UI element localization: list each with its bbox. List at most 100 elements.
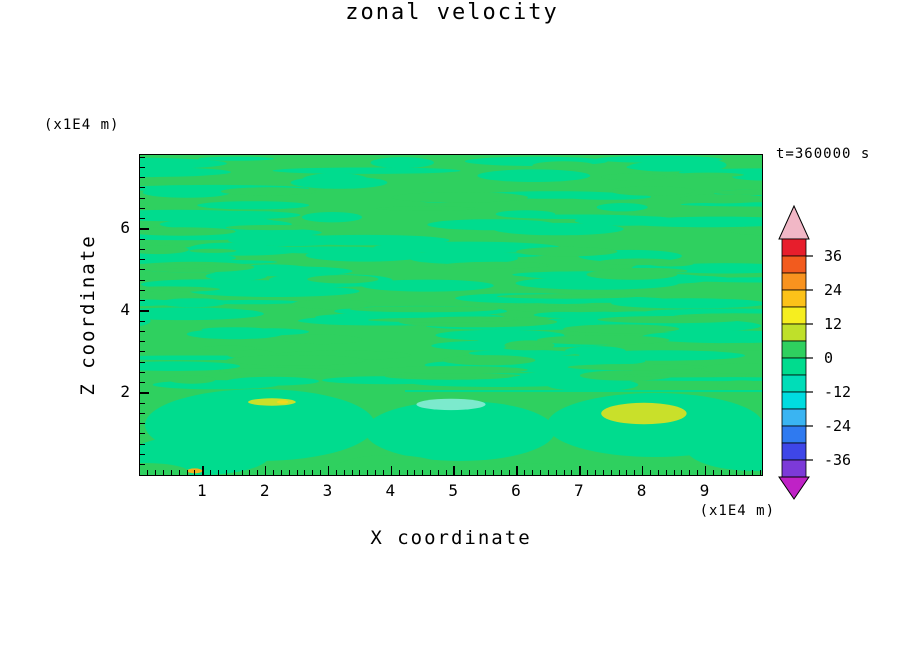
y-axis-units: (x1E4 m) xyxy=(44,117,120,133)
y-minor-tick xyxy=(140,177,145,179)
y-minor-tick xyxy=(140,269,145,271)
colorbar-label: 0 xyxy=(824,349,834,367)
lower-patch-positive xyxy=(490,463,570,475)
streak-positive xyxy=(610,186,695,196)
y-minor-tick xyxy=(140,289,145,291)
streak-negative xyxy=(176,245,302,256)
y-minor-tick xyxy=(140,248,145,250)
x-tick-label: 5 xyxy=(448,481,458,500)
streak-positive xyxy=(167,375,216,384)
y-minor-tick xyxy=(140,371,145,373)
y-minor-tick xyxy=(140,197,145,199)
streak-negative xyxy=(251,246,401,254)
x-minor-tick xyxy=(155,470,157,475)
streak-negative xyxy=(361,279,494,292)
x-minor-tick xyxy=(233,470,235,475)
y-minor-tick xyxy=(140,218,145,220)
x-minor-tick xyxy=(736,470,738,475)
x-minor-tick xyxy=(610,470,612,475)
plot-area xyxy=(139,154,763,476)
streak-positive xyxy=(601,173,667,181)
x-major-tick xyxy=(453,466,455,475)
streak-positive xyxy=(701,342,762,351)
streak-positive xyxy=(368,317,520,323)
streak-positive xyxy=(711,189,762,196)
streak-negative xyxy=(680,202,762,207)
colorbar-segment xyxy=(781,374,807,393)
y-minor-tick xyxy=(140,443,145,445)
streak-negative xyxy=(409,252,519,265)
x-minor-tick xyxy=(712,470,714,475)
streak-negative xyxy=(140,307,264,321)
x-minor-tick xyxy=(595,470,596,475)
x-minor-tick xyxy=(382,470,384,475)
streak-negative xyxy=(671,158,727,172)
streak-negative xyxy=(272,167,461,174)
streak-positive xyxy=(282,334,363,345)
y-minor-tick xyxy=(140,433,145,435)
streak-positive xyxy=(567,363,708,371)
x-minor-tick xyxy=(492,470,494,475)
streak-negative xyxy=(158,298,227,308)
streak-positive xyxy=(701,363,762,374)
streak-negative xyxy=(140,315,151,327)
streak-positive xyxy=(503,345,556,351)
streak-negative xyxy=(574,215,680,226)
x-minor-tick xyxy=(571,470,573,475)
x-minor-tick xyxy=(649,470,651,475)
y-minor-tick xyxy=(140,300,145,302)
streak-positive xyxy=(307,275,379,284)
streak-negative xyxy=(197,201,310,210)
x-minor-tick xyxy=(587,470,589,475)
x-minor-tick xyxy=(555,470,557,475)
streak-positive xyxy=(225,224,318,231)
x-minor-tick xyxy=(500,470,502,475)
streak-negative xyxy=(301,212,363,223)
y-minor-tick xyxy=(140,238,145,240)
streak-positive xyxy=(220,187,318,196)
streak-positive xyxy=(226,355,366,366)
x-minor-tick xyxy=(422,470,424,475)
y-tick-label: 6 xyxy=(120,217,130,237)
x-minor-tick xyxy=(445,470,447,475)
y-minor-tick xyxy=(140,423,145,425)
streak-positive xyxy=(378,366,528,374)
x-tick-label: 4 xyxy=(385,481,396,500)
x-major-tick xyxy=(704,466,707,475)
streak-positive xyxy=(349,306,499,313)
y-major-tick xyxy=(140,228,149,230)
y-major-tick xyxy=(140,392,149,394)
y-minor-tick xyxy=(140,156,145,158)
colorbar-segment xyxy=(781,272,807,291)
colorbar-segment xyxy=(781,408,807,427)
x-minor-tick xyxy=(414,470,416,475)
x-tick-label: 3 xyxy=(322,481,333,500)
y-minor-tick xyxy=(140,330,145,332)
lower-patch-negative xyxy=(140,435,270,475)
x-tick-label: 9 xyxy=(699,481,710,500)
x-minor-tick xyxy=(406,470,408,475)
x-minor-tick xyxy=(752,470,754,475)
streak-positive xyxy=(597,316,743,324)
x-minor-tick xyxy=(563,470,565,475)
x-tick-label: 8 xyxy=(636,481,647,500)
x-minor-tick xyxy=(351,470,353,475)
y-tick-label: 2 xyxy=(120,381,130,401)
y-minor-tick xyxy=(140,207,145,209)
x-minor-tick xyxy=(273,470,274,475)
colorbar-segment xyxy=(781,238,807,257)
y-minor-tick xyxy=(140,166,145,168)
streak-positive xyxy=(536,335,670,345)
colorbar-segment xyxy=(781,323,807,342)
x-minor-tick xyxy=(547,470,549,475)
colorbar-arrow-down xyxy=(778,476,810,500)
streak-positive xyxy=(219,367,344,375)
streak-negative xyxy=(435,329,565,341)
streak-negative xyxy=(611,298,762,309)
x-minor-tick xyxy=(249,470,251,475)
streak-negative xyxy=(528,297,602,304)
y-minor-tick xyxy=(140,341,145,343)
colorbar-segment xyxy=(781,289,807,308)
contour-line-z2 xyxy=(405,390,762,392)
x-minor-tick xyxy=(689,470,691,475)
